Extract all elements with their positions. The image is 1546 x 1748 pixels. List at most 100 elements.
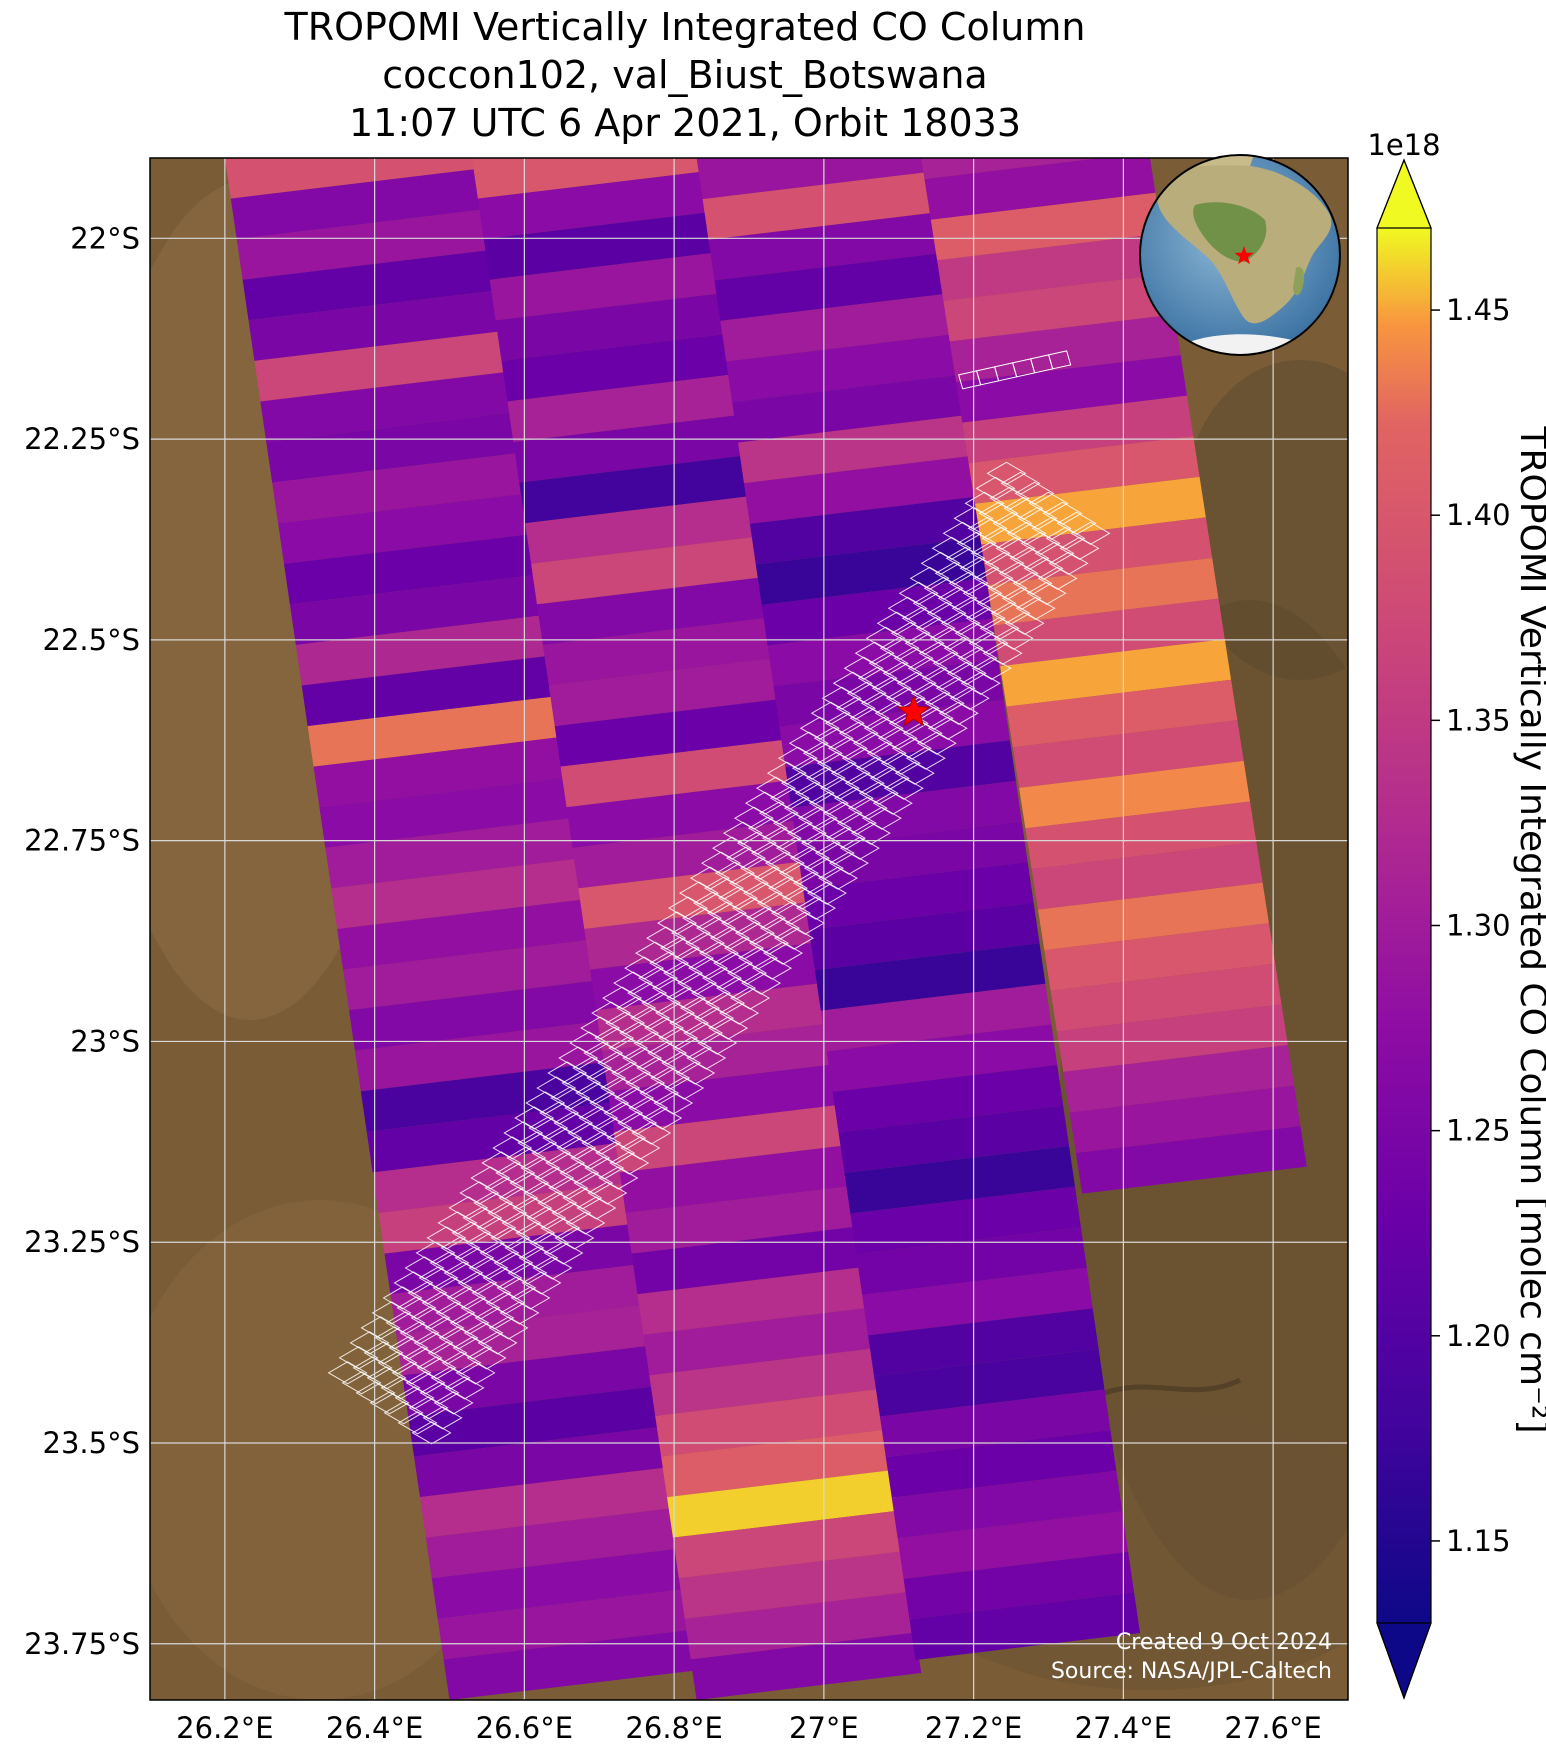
swath-pixel: [891, 1470, 1123, 1539]
swath-pixel: [431, 1548, 685, 1619]
footprint-cell: [463, 1321, 504, 1345]
footprint-cell: [731, 896, 772, 920]
footprint-cell: [942, 521, 983, 545]
footprint-cell: [713, 951, 754, 975]
footprint-cell: [747, 816, 788, 840]
footprint-cell: [883, 776, 924, 800]
footprint-cell: [565, 1211, 606, 1235]
footprint-cell: [1009, 546, 1050, 570]
footprint-cell: [468, 1256, 509, 1280]
title-line-2: coccon102, val_Biust_Botswana: [382, 53, 988, 97]
swath-pixel: [720, 293, 951, 362]
footprint-cell: [927, 716, 968, 740]
footprint-cell: [686, 1046, 727, 1070]
footprint-cell: [650, 1066, 691, 1090]
footprint-cell: [902, 721, 943, 745]
swath-pixel: [548, 658, 780, 727]
swath-pixel: [325, 818, 579, 889]
colorbar-frame: [1376, 158, 1432, 1700]
footprint-cell: [536, 1076, 577, 1100]
footprint-cell: [813, 726, 854, 750]
footprint-cell: [730, 986, 771, 1010]
footprint-cell: [1070, 521, 1111, 545]
footprint-cell: [462, 1206, 503, 1230]
footprint-cell: [443, 1261, 484, 1285]
y-tick-labels: 22°S 22.25°S 22.5°S 22.75°S 23°S 23.25°S 23.5°…: [24, 221, 140, 1660]
swath-pixel: [525, 496, 756, 564]
footprint-cell: [396, 1296, 437, 1320]
swath-pixel: [667, 1470, 898, 1538]
site-star-icon: [897, 694, 931, 727]
footprint-cell: [956, 531, 997, 555]
footprint-cell: [605, 1011, 646, 1035]
swath-pixel: [566, 780, 798, 848]
footprint-cell: [405, 1371, 446, 1395]
y-tick-label: 22.5°S: [43, 623, 140, 657]
footprint-cell: [979, 616, 1020, 640]
map-frame: [149, 157, 1349, 1701]
footprint-cell: [488, 1316, 529, 1340]
footprint-cell: [586, 1066, 627, 1090]
footprint-cell: [780, 771, 821, 795]
swath-pixel: [714, 253, 945, 321]
footprint-cell: [564, 1096, 605, 1120]
footprint-cell: [427, 1341, 468, 1365]
swath-pixel: [489, 252, 721, 321]
footprint-cell: [609, 1151, 650, 1175]
footprint-cell: [642, 1106, 683, 1130]
footprint-cell: [717, 886, 758, 910]
footprint-cell: [470, 1166, 511, 1190]
footprint-cell: [561, 1071, 602, 1095]
swath-pixel: [631, 1226, 863, 1295]
footprint-cell: [696, 916, 737, 940]
swath-pixel: [437, 1589, 691, 1660]
footprint-cell: [616, 996, 657, 1020]
footprint-cell: [998, 561, 1039, 585]
footprint-cell: [429, 1251, 470, 1275]
footprint-cell: [824, 711, 865, 735]
swath-pixel: [987, 557, 1219, 626]
footprint-cell: [558, 1046, 599, 1070]
footprint-cell: [885, 686, 926, 710]
swath-pixel: [1037, 882, 1269, 951]
footprint-cell: [794, 781, 835, 805]
footprint-cell: [800, 831, 841, 855]
footprint-cell: [490, 1226, 531, 1250]
footprint-cell: [700, 851, 741, 875]
footprint-cell: [363, 1341, 404, 1365]
footprint-cell: [338, 1346, 379, 1370]
footprint-cell: [426, 1226, 467, 1250]
x-tick-labels: 26.2°E 26.4°E 26.6°E 26.8°E 27°E 27.2°E 27.4°E…: [176, 1711, 1322, 1745]
swath-pixel: [808, 902, 1040, 971]
colorbar: 1.15 1.20 1.25 1.30 1.35 1.40 1.45 1e18 TROPOM…: [1367, 128, 1546, 1700]
footprint-cell: [504, 1236, 545, 1260]
swath-pixel: [956, 355, 1187, 423]
footprint-cell: [680, 996, 721, 1020]
footprint-cell: [714, 861, 755, 885]
footprint-cell: [1031, 516, 1072, 540]
footprint-cell: [341, 1371, 382, 1395]
footprint-cell: [385, 1311, 426, 1335]
swath-pixel: [814, 943, 1046, 1011]
footprint-cell: [844, 771, 885, 795]
footprint-cell: [421, 1291, 462, 1315]
y-tick-label: 23.5°S: [43, 1426, 140, 1460]
footprint-cell: [507, 1261, 548, 1285]
swath-pixel: [696, 158, 928, 200]
colorbar-exponent: 1e18: [1367, 128, 1440, 162]
footprint-cell: [482, 1266, 523, 1290]
footprint-cell: [583, 1041, 624, 1065]
footprint-cell: [652, 976, 693, 1000]
footprint-cell: [860, 691, 901, 715]
footprint-cell: [542, 1126, 583, 1150]
footprint-cell: [1034, 541, 1075, 565]
footprint-cell: [806, 881, 847, 905]
footprint-cell: [1048, 350, 1072, 370]
colorbar-tick-label: 1.15: [1446, 1524, 1511, 1558]
footprint-cell: [532, 1256, 573, 1280]
footprint-cell: [739, 856, 780, 880]
swath-pixel: [678, 1551, 910, 1619]
footprint-cell: [484, 1176, 525, 1200]
swath-pixel: [797, 821, 1028, 889]
swath-pixel: [1019, 760, 1251, 829]
